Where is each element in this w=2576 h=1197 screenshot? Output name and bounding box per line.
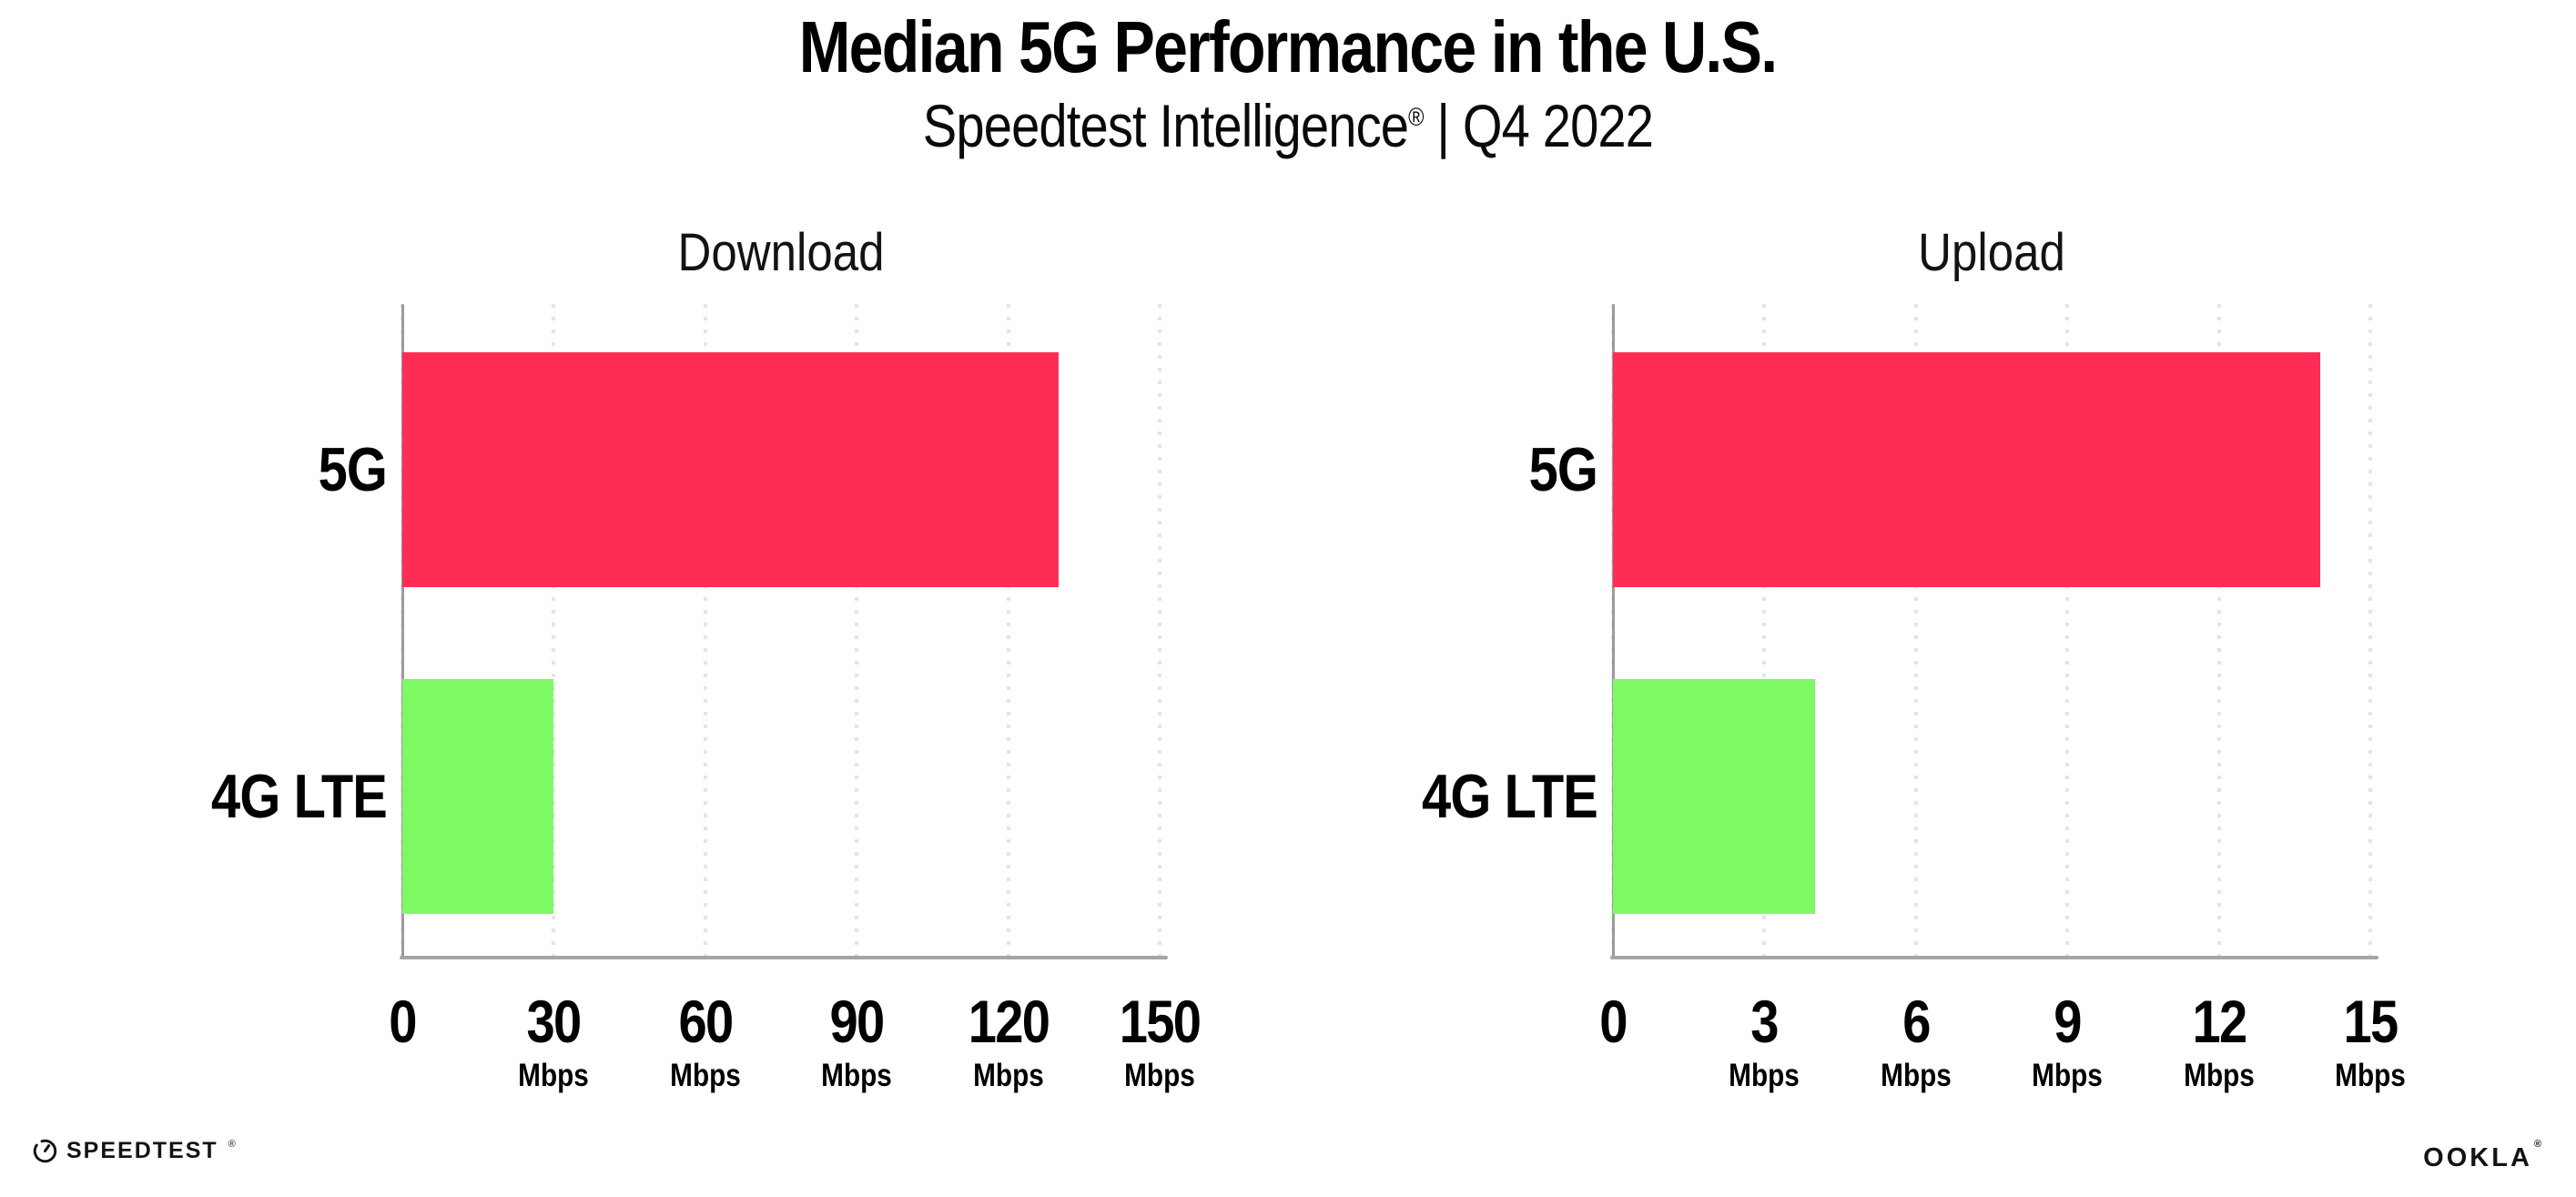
row-label-upload-4g-lte: 4G LTE (1422, 762, 1598, 831)
bar-upload-5g (1613, 352, 2320, 587)
tick-label-upload-12: 12 Mbps (2177, 989, 2260, 1094)
tick-label-download-150: 150 Mbps (1112, 989, 1207, 1094)
gridline-upload-15 (2368, 304, 2372, 958)
x-axis-download (400, 956, 1168, 959)
tick-label-upload-0: 0 (1597, 989, 1629, 1054)
tick-number: 60 (678, 988, 734, 1055)
tick-number: 3 (1750, 988, 1780, 1055)
tick-number: 90 (829, 988, 886, 1055)
gridline-download-90 (855, 304, 859, 958)
speedtest-gauge-icon (33, 1139, 57, 1163)
y-axis-upload (1612, 304, 1615, 958)
tick-label-download-30: 30 Mbps (512, 989, 595, 1094)
speedtest-logo: SPEEDTEST ® (33, 1138, 236, 1164)
ookla-wordmark: OOKLA (2423, 1143, 2532, 1172)
page-subtitle-row: Speedtest Intelligence® | Q4 2022 (0, 91, 2576, 160)
gridline-download-150 (1158, 304, 1161, 958)
speedtest-registered-icon: ® (228, 1138, 236, 1150)
tick-number: 150 (1119, 988, 1202, 1055)
tick-label-download-120: 120 Mbps (961, 989, 1056, 1094)
tick-unit-label: Mbps (518, 1058, 590, 1093)
gridline-download-30 (552, 304, 556, 958)
ookla-logo: OOKLA ® (2423, 1139, 2542, 1173)
tick-unit-label: Mbps (2183, 1058, 2255, 1093)
tick-number: 9 (2054, 988, 2082, 1055)
tick-label-download-0: 0 (387, 989, 419, 1054)
tick-label-download-60: 60 Mbps (664, 989, 746, 1094)
bar-download-4g-lte (402, 679, 554, 914)
x-axis-upload (1610, 956, 2378, 959)
gridline-upload-6 (1913, 304, 1918, 958)
tick-number: 120 (968, 988, 1050, 1055)
chart-title-download: Download (677, 223, 885, 282)
tick-label-upload-15: 15 Mbps (2328, 989, 2411, 1094)
registered-mark-icon: ® (1408, 103, 1424, 131)
bar-upload-4g-lte (1613, 679, 1815, 914)
gridline-download-60 (703, 304, 707, 958)
gridline-download-120 (1006, 304, 1010, 958)
tick-unit-label: Mbps (821, 1058, 893, 1093)
y-axis-download (401, 304, 404, 958)
row-label-upload-5g: 5G (1528, 435, 1598, 504)
subtitle-brand: Speedtest Intelligence (922, 92, 1409, 159)
tick-number: 30 (526, 988, 583, 1055)
speedtest-wordmark: SPEEDTEST (66, 1138, 218, 1163)
tick-unit-label: Mbps (669, 1058, 741, 1093)
tick-unit-label: Mbps (1124, 1058, 1195, 1093)
subtitle-period: | Q4 2022 (1423, 92, 1654, 159)
row-label-download-5g: 5G (318, 435, 388, 504)
gridline-upload-3 (1762, 304, 1767, 958)
tick-unit-label: Mbps (2032, 1058, 2104, 1093)
tick-unit-label: Mbps (1729, 1058, 1800, 1093)
ookla-registered-icon: ® (2533, 1139, 2544, 1151)
page-title: Median 5G Performance in the U.S. (799, 6, 1778, 87)
tick-unit-label: Mbps (972, 1058, 1044, 1093)
tick-number: 12 (2192, 988, 2247, 1055)
tick-unit-label: Mbps (2335, 1058, 2406, 1093)
tick-label-upload-6: 6 Mbps (1874, 989, 1957, 1094)
tick-label-download-90: 90 Mbps (815, 989, 898, 1094)
gridline-upload-9 (2065, 304, 2070, 958)
tick-number: 15 (2343, 988, 2399, 1055)
chart-title-upload: Upload (1918, 223, 2065, 282)
page-subtitle: Speedtest Intelligence® | Q4 2022 (922, 91, 1654, 160)
page-title-row: Median 5G Performance in the U.S. (0, 5, 2576, 89)
tick-number: 0 (1599, 988, 1628, 1055)
tick-number: 0 (389, 988, 417, 1055)
tick-unit-label: Mbps (1880, 1058, 1952, 1093)
tick-number: 6 (1902, 988, 1931, 1055)
tick-label-upload-9: 9 Mbps (2025, 989, 2108, 1094)
tick-label-upload-3: 3 Mbps (1723, 989, 1806, 1094)
bar-download-5g (402, 352, 1060, 587)
row-label-download-4g-lte: 4G LTE (211, 762, 388, 831)
gridline-upload-12 (2216, 304, 2221, 958)
